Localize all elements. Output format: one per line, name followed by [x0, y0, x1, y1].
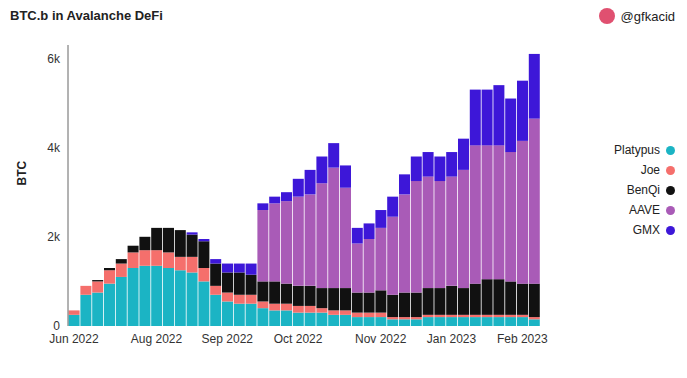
html-text:@gfkacid: @gfkacid — [620, 8, 675, 24]
html-text:BenQi: BenQi — [626, 183, 660, 197]
svg-text:Nov 2022: Nov 2022 — [355, 332, 407, 346]
svg-text:Jun 2022: Jun 2022 — [49, 332, 99, 346]
svg-text:BTC: BTC — [15, 161, 29, 186]
html-text:AAVE: AAVE — [628, 203, 660, 217]
svg-text:Sep 2022: Sep 2022 — [202, 332, 254, 346]
svg-text:Oct 2022: Oct 2022 — [274, 332, 323, 346]
svg-text:4k: 4k — [47, 141, 61, 155]
svg-text:6k: 6k — [47, 52, 61, 66]
html-text:Platypus: Platypus — [614, 143, 660, 157]
html-text:Joe: Joe — [640, 163, 660, 177]
svg-text:0: 0 — [53, 319, 60, 333]
html-text:GMX: GMX — [632, 223, 660, 237]
svg-text:Jan 2023: Jan 2023 — [427, 332, 477, 346]
svg-text:Feb 2023: Feb 2023 — [497, 332, 548, 346]
svg-text:2k: 2k — [47, 230, 61, 244]
html-text:BTC.b in Avalanche DeFi: BTC.b in Avalanche DeFi — [10, 8, 163, 23]
svg-text:Aug 2022: Aug 2022 — [131, 332, 183, 346]
